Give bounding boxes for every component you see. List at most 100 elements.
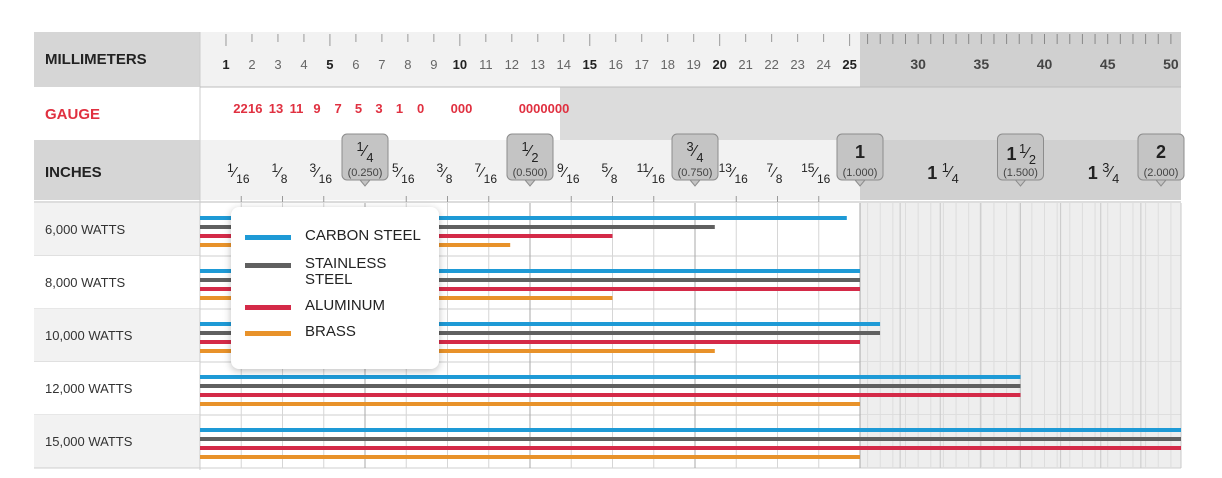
inch-mixed-whole: 1 (927, 163, 937, 183)
inch-badge-pointer (853, 179, 867, 187)
row-label-bg (34, 256, 200, 309)
inch-badge-pointer (523, 179, 537, 187)
mm-tick-label: 10 (453, 57, 467, 72)
mm-tick-label: 50 (1163, 56, 1179, 72)
fraction-text: 1⁄2 (1019, 141, 1036, 167)
inch-badge-decimal: (1.500) (1003, 167, 1038, 179)
mm-tick-label: 13 (531, 57, 545, 72)
inch-badge: 1⁄4 (0.250) (341, 133, 389, 187)
mm-tick-label: 24 (816, 57, 830, 72)
inch-fraction-label: 3⁄8 (437, 161, 453, 186)
inch-badge-decimal: (2.000) (1144, 167, 1179, 179)
gauge-scale: 22 16 13 11 9 7 5 3 1 0 000 0000000 (233, 101, 569, 116)
fraction-text: 7⁄8 (767, 161, 783, 186)
bar-brass (200, 349, 715, 353)
bar-aluminum (200, 393, 1021, 397)
fraction-text: 3⁄4 (1102, 160, 1119, 186)
mm-tick-label: 19 (686, 57, 700, 72)
inch-badge-pointer (358, 179, 372, 187)
inch-fraction-label: 7⁄16 (474, 161, 497, 186)
inch-badge: 1 1⁄2(1.500) (997, 133, 1044, 187)
fraction-text: 7⁄16 (474, 161, 497, 186)
millimeter-scale: 1 2 3 4 5 6 7 8 9 10 11 12 13 14 15 16 17 18 19 20 21 22 23 24 2… (200, 34, 1181, 88)
inch-badge-decimal: (0.750) (678, 167, 713, 179)
inch-badge-pointer (688, 179, 702, 187)
fraction-text: 1⁄4 (942, 160, 959, 186)
bar-brass (200, 455, 860, 459)
gauge-label: 7 (334, 101, 341, 116)
mm-tick-label: 45 (1100, 56, 1116, 72)
inch-mixed-fraction: 3⁄4 (1102, 160, 1119, 186)
inch-fraction-label: 3⁄16 (309, 161, 332, 186)
inch-badge-fraction: 3⁄4 (687, 139, 704, 165)
mm-tick-label: 7 (378, 57, 385, 72)
fraction-text: 3⁄16 (309, 161, 332, 186)
fraction-text: 5⁄16 (392, 161, 415, 186)
bar-carbon-steel (200, 428, 1181, 432)
mm-tick-label: 20 (712, 57, 726, 72)
legend-swatch-stainless-steel (245, 263, 291, 268)
fraction-text: 9⁄16 (557, 161, 580, 186)
inch-badge-whole: 2 (1156, 142, 1166, 162)
fraction-text: 11⁄16 (637, 161, 666, 186)
mm-tick-label: 35 (974, 56, 990, 72)
legend-label-brass: BRASS (305, 323, 356, 340)
inch-badge-decimal: (0.250) (348, 167, 383, 179)
inch-badge: 2 (2.000) (1137, 133, 1185, 187)
inch-badge-pointer (1154, 179, 1168, 187)
mm-tick-label: 5 (326, 57, 333, 72)
mm-tick-label: 2 (248, 57, 255, 72)
legend: CARBON STEEL STAINLESS STEEL ALUMINUM BR… (231, 207, 439, 369)
row-label-watts: 12,000 WATTS (45, 381, 133, 396)
mm-tick-label: 17 (634, 57, 648, 72)
gauge-label: 22 (233, 101, 247, 116)
row-label-bg (34, 309, 200, 362)
mm-tick-label: 25 (842, 57, 856, 72)
inch-badge-whole: 1 (1006, 144, 1016, 164)
mm-coarse-bg (860, 32, 1181, 87)
mm-tick-label: 11 (479, 57, 493, 72)
mm-tick-label: 23 (790, 57, 804, 72)
mm-tick-label: 8 (404, 57, 411, 72)
mm-tick-label: 1 (222, 57, 229, 72)
gauge-label: 16 (248, 101, 262, 116)
bar-stainless-steel (200, 278, 860, 282)
row-label-watts: 15,000 WATTS (45, 434, 133, 449)
gauge-label: 0 (417, 101, 424, 116)
legend-label-aluminum: ALUMINUM (305, 297, 386, 314)
inch-badge-fraction: 1⁄4 (357, 139, 374, 165)
mm-tick-label: 15 (583, 57, 597, 72)
gauge-label: 5 (355, 101, 362, 116)
inch-fraction-label: 11⁄16 (637, 161, 666, 186)
inch-header-bg (34, 140, 200, 200)
bar-stainless-steel (200, 437, 1181, 441)
mm-tick-label: 9 (430, 57, 437, 72)
gauge-label: 11 (290, 101, 304, 116)
mm-tick-label: 4 (300, 57, 307, 72)
mm-tick-label: 12 (505, 57, 519, 72)
fraction-text: 3⁄4 (687, 139, 704, 165)
inch-badge-fraction: 1⁄2 (522, 139, 539, 165)
inches-header: INCHES (45, 164, 102, 181)
fraction-text: 5⁄8 (602, 161, 618, 186)
fraction-text: 3⁄8 (437, 161, 453, 186)
inch-badge-whole: 1 (855, 142, 865, 162)
fraction-text: 1⁄4 (357, 139, 374, 165)
gauge-label: 3 (375, 101, 382, 116)
bar-aluminum (200, 287, 860, 291)
row-label-bg (34, 203, 200, 256)
fraction-text: 1⁄8 (272, 161, 288, 186)
legend-item-aluminum: ALUMINUM (245, 298, 435, 314)
bar-carbon-steel (200, 322, 881, 326)
bar-carbon-steel (200, 375, 1021, 379)
legend-swatch-carbon-steel (245, 235, 291, 240)
gauge-label: 9 (313, 101, 320, 116)
legend-item-brass: BRASS (245, 324, 435, 340)
fraction-text: 13⁄16 (719, 161, 749, 186)
inch-fraction-label: 15⁄16 (801, 161, 831, 186)
bar-aluminum (200, 340, 860, 344)
mm-header-bg (34, 32, 200, 87)
gauge-na-bg (560, 87, 1181, 140)
bar-brass (200, 402, 860, 406)
row-label-watts: 8,000 WATTS (45, 275, 126, 290)
